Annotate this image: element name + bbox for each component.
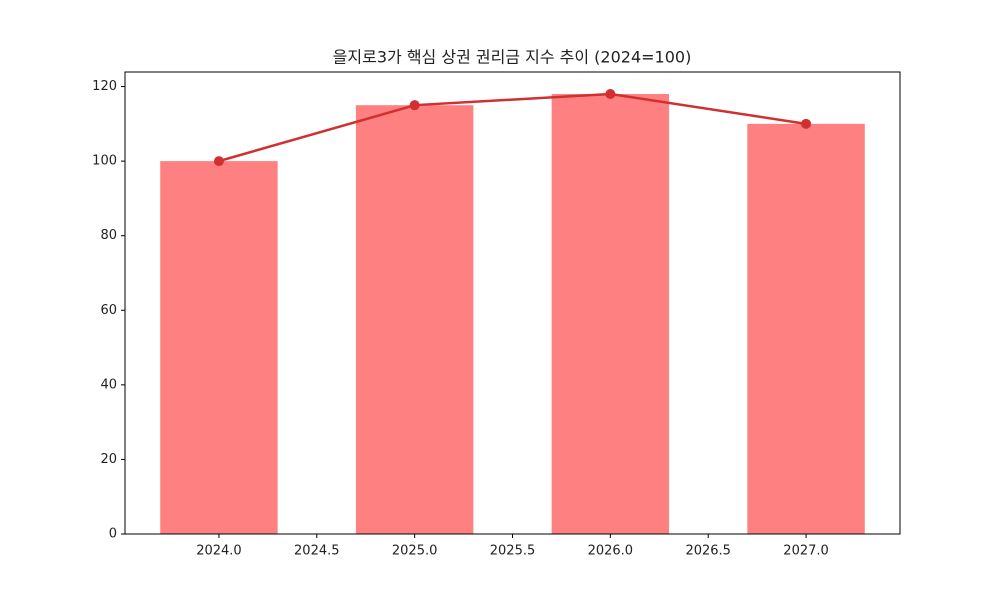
y-tick-label: 100 [92,154,117,169]
y-tick-label: 120 [92,79,117,94]
y-tick-label: 80 [100,228,117,243]
chart-title: 을지로3가 핵심 상권 권리금 지수 추이 (2024=100) [333,48,692,67]
y-tick-label: 60 [100,303,117,318]
axes-frame [124,71,901,535]
x-tick-label: 2025.5 [490,544,536,559]
bar [160,161,278,534]
x-tick-label: 2024.0 [196,544,242,559]
line-point [801,118,812,129]
y-tick-label: 40 [100,377,117,392]
x-tick-label: 2026.5 [685,544,731,559]
bar [551,94,670,534]
line-point [605,89,616,99]
line-point [213,156,224,167]
x-tick-label: 2027.0 [783,544,829,559]
x-tick-label: 2025.0 [392,544,438,559]
x-tick-label: 2024.5 [294,544,340,559]
bar [355,105,474,535]
bar [747,123,865,534]
x-tick-label: 2026.0 [588,544,634,559]
line-point [409,100,420,111]
line [218,92,807,163]
y-tick-label: 20 [100,452,117,467]
y-tick-label: 0 [109,527,117,542]
